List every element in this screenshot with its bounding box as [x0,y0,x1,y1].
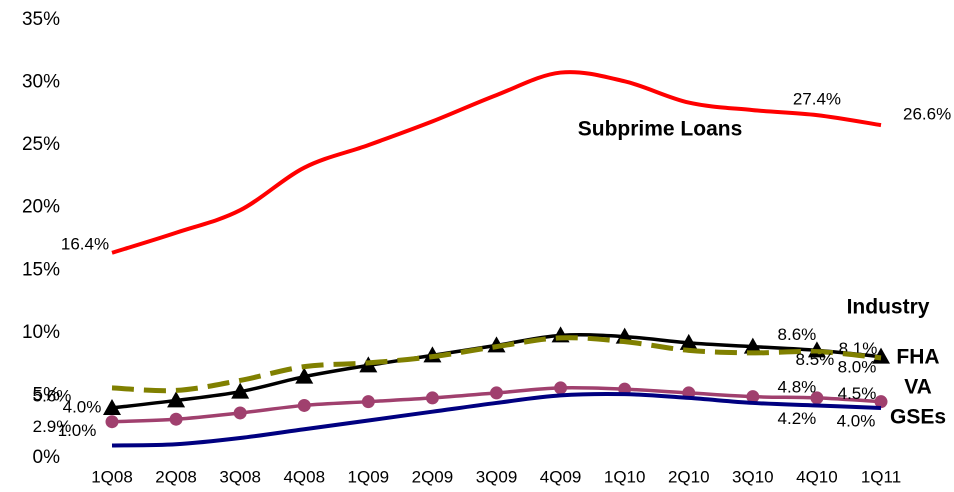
series-name: GSEs [890,406,946,429]
marker [490,386,503,400]
marker [297,398,311,412]
marker [425,391,439,405]
y-tick-label: 15% [22,259,60,280]
marker [233,406,247,420]
y-tick-label: 25% [22,134,60,155]
marker [810,391,824,405]
marker [361,395,375,409]
data-label: 27.4% [793,90,841,109]
x-tick-label: 1Q09 [348,467,390,486]
series-line [111,391,882,448]
marker [874,395,888,409]
marker [554,381,568,395]
x-tick-label: 2Q09 [412,467,454,486]
marker [743,337,762,354]
y-tick-label: 10% [22,322,60,343]
marker [679,333,698,350]
x-tick-label: 2Q10 [668,467,710,486]
x-tick-label: 3Q09 [476,467,518,486]
data-label: 1.0% [58,421,97,440]
marker [169,412,183,426]
y-tick-label: 35% [22,9,60,30]
data-label: 26.6% [903,105,951,124]
x-tick-label: 3Q10 [732,467,774,486]
x-tick-label: 4Q09 [540,467,582,486]
data-label: 5.6% [33,386,72,405]
x-tick-label: 4Q08 [283,467,325,486]
marker [231,382,250,399]
y-tick-label: 0% [33,447,61,468]
data-label: 4.2% [778,409,817,428]
y-tick-label: 30% [22,72,60,93]
data-label: 8.5% [796,350,835,369]
y-tick-label: 5% [33,384,61,405]
data-label: 4.5% [838,384,877,403]
x-tick-label: 1Q11 [861,467,901,486]
data-label: 4.8% [778,377,817,396]
series-line [111,70,882,255]
marker [746,390,760,404]
data-label: 4.0% [837,411,876,430]
data-label: 4.0% [63,397,102,416]
series-name: VA [904,376,932,399]
series-name: Industry [847,296,930,319]
series-line [111,335,882,394]
marker [105,415,119,429]
data-label: 2.9% [33,417,72,436]
data-label: 16.4% [61,234,109,253]
series-name: Subprime Loans [578,118,743,141]
x-tick-label: 2Q08 [155,467,197,486]
marker [103,398,121,415]
x-tick-label: 1Q08 [91,467,133,486]
x-tick-label: 1Q10 [604,467,646,486]
marker [167,391,186,408]
series-name: FHA [896,346,939,369]
data-label: 8.0% [838,357,877,376]
marker [295,367,314,384]
x-tick-label: 3Q08 [219,467,261,486]
data-label: 8.6% [778,325,817,344]
y-tick-label: 20% [22,197,60,218]
x-tick-label: 4Q10 [796,467,838,486]
